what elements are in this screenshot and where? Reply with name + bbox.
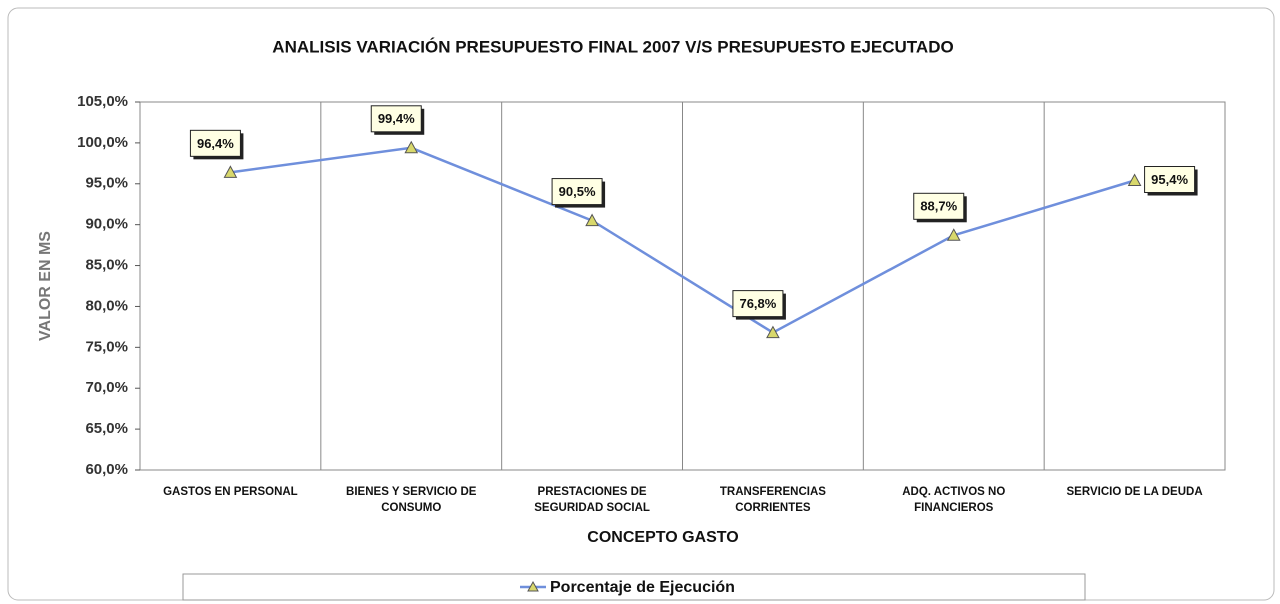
- y-tick-label: 85,0%: [85, 257, 128, 274]
- data-label-box: [732, 290, 784, 318]
- chart-title: ANALISIS VARIACIÓN PRESUPUESTO FINAL 200…: [272, 37, 953, 56]
- y-tick-label: 60,0%: [85, 461, 128, 478]
- data-label: 95,4%: [1151, 172, 1188, 187]
- y-tick-label: 65,0%: [85, 420, 128, 437]
- legend-box: [182, 573, 1086, 601]
- marker: [223, 165, 238, 178]
- marker: [404, 140, 419, 154]
- data-label: 76,8%: [739, 296, 776, 311]
- x-tick-label: GASTOS EN PERSONAL: [163, 486, 298, 498]
- y-tick-label: 75,0%: [85, 338, 128, 355]
- marker: [766, 325, 780, 339]
- x-axis-label: CONCEPTO GASTO: [587, 529, 738, 546]
- x-tick-label: PRESTACIONES DE SEGURIDAD SOCIAL: [534, 486, 650, 514]
- data-label: 96,4%: [197, 136, 234, 151]
- y-tick-label: 100,0%: [77, 134, 128, 151]
- data-label-box: [1144, 166, 1196, 194]
- y-axis-label: VALOR EN MS: [37, 231, 54, 341]
- y-tick-label: 90,0%: [85, 216, 128, 233]
- y-tick-label: 95,0%: [85, 175, 128, 192]
- x-tick-label: SERVICIO DE LA DEUDA: [1066, 486, 1203, 498]
- x-tick-label: ADQ. ACTIVOS NO FINANCIEROS: [902, 486, 1006, 514]
- legend-label: Porcentaje de Ejecución: [550, 579, 735, 596]
- data-label: 90,5%: [559, 184, 596, 199]
- marker: [585, 213, 599, 227]
- y-tick-label: 105,0%: [77, 93, 128, 110]
- legend-marker: [527, 580, 539, 592]
- data-label: 88,7%: [920, 199, 957, 214]
- data-label: 99,4%: [378, 111, 415, 126]
- x-tick-label: BIENES Y SERVICIO DE CONSUMO: [346, 486, 477, 514]
- data-label-box: [551, 178, 603, 206]
- x-tick-label: TRANSFERENCIAS CORRIENTES: [719, 486, 826, 514]
- y-tick-label: 70,0%: [85, 379, 128, 396]
- series-line: [230, 146, 1135, 335]
- marker: [946, 228, 961, 241]
- y-tick-label: 80,0%: [85, 297, 128, 314]
- marker: [1127, 173, 1142, 187]
- data-label-box: [189, 129, 241, 157]
- data-label-box: [913, 192, 965, 220]
- data-label-box: [370, 105, 422, 133]
